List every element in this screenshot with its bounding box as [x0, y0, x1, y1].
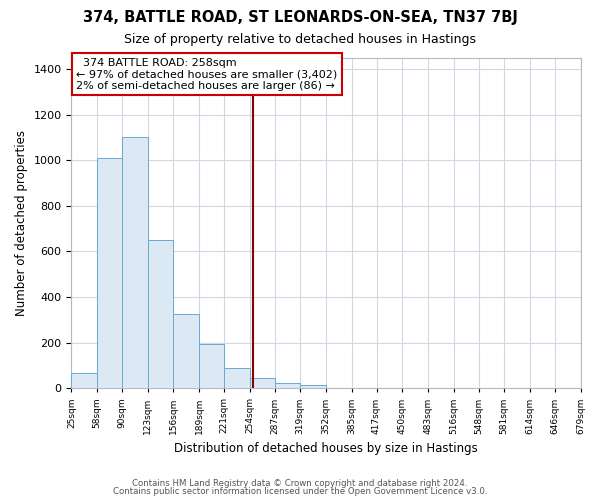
Text: Size of property relative to detached houses in Hastings: Size of property relative to detached ho… [124, 32, 476, 46]
X-axis label: Distribution of detached houses by size in Hastings: Distribution of detached houses by size … [174, 442, 478, 455]
Bar [71, 374, 97, 388]
Text: Contains public sector information licensed under the Open Government Licence v3: Contains public sector information licen… [113, 487, 487, 496]
Bar [122, 138, 148, 388]
Bar [275, 382, 300, 388]
Text: Contains HM Land Registry data © Crown copyright and database right 2024.: Contains HM Land Registry data © Crown c… [132, 478, 468, 488]
Bar [250, 378, 275, 388]
Bar [224, 368, 250, 388]
Text: 374, BATTLE ROAD, ST LEONARDS-ON-SEA, TN37 7BJ: 374, BATTLE ROAD, ST LEONARDS-ON-SEA, TN… [83, 10, 517, 25]
Bar [97, 158, 122, 388]
Bar [173, 314, 199, 388]
Text: 374 BATTLE ROAD: 258sqm
← 97% of detached houses are smaller (3,402)
2% of semi-: 374 BATTLE ROAD: 258sqm ← 97% of detache… [76, 58, 338, 90]
Bar [148, 240, 173, 388]
Y-axis label: Number of detached properties: Number of detached properties [15, 130, 28, 316]
Bar [199, 344, 224, 389]
Bar [300, 385, 326, 388]
